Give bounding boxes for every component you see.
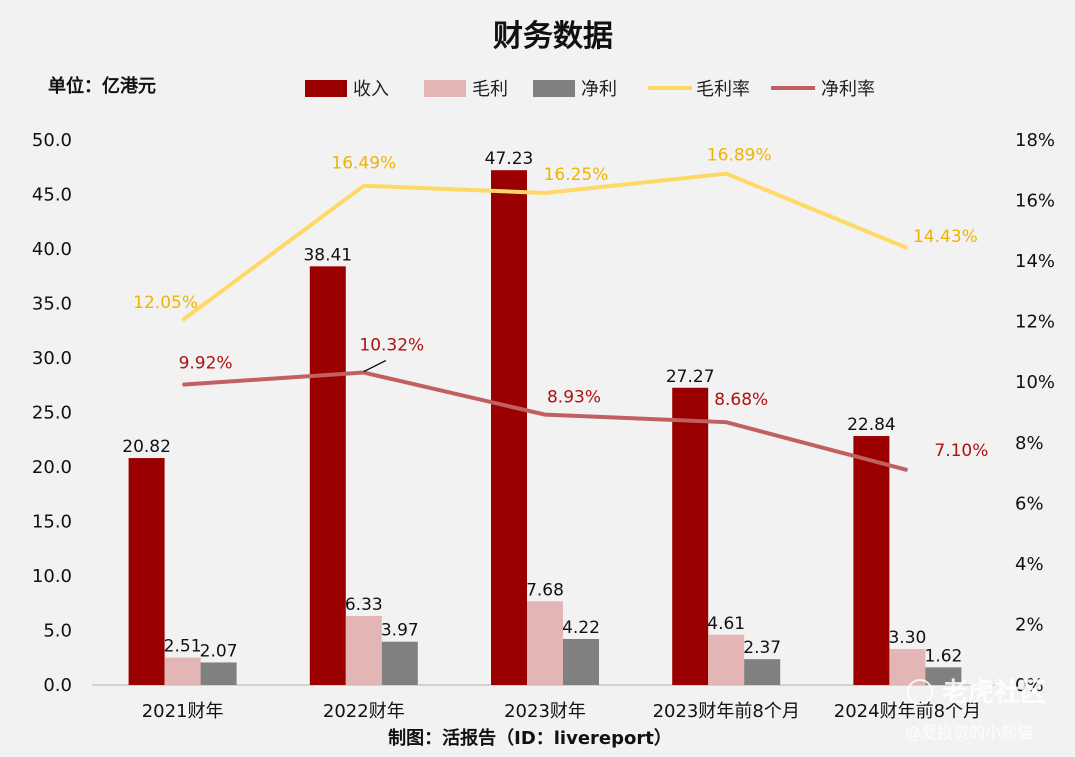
gross-margin-label: 12.05% [133, 293, 198, 313]
y-left-tick-label: 10.0 [32, 566, 72, 587]
bar-label: 20.82 [122, 437, 171, 457]
net-margin-label: 8.93% [547, 388, 601, 408]
point-净利率 [182, 384, 184, 386]
bar-毛利 [164, 657, 201, 685]
bar-毛利 [345, 616, 382, 685]
watermark-logo-icon [907, 679, 933, 705]
y-left-tick-label: 0.0 [43, 675, 72, 696]
bar-净利 [563, 639, 599, 685]
x-tick-label: 2021财年 [142, 701, 224, 722]
bar-收入 [672, 387, 709, 685]
bar-label: 4.22 [562, 618, 600, 638]
bar-毛利 [527, 601, 563, 685]
y-right-tick-label: 18% [1015, 130, 1055, 151]
y-right-tick-label: 8% [1015, 433, 1044, 454]
footer-credit: 制图：活报告（ID：livereport） [388, 727, 672, 749]
lines [181, 171, 909, 472]
net-margin-label: 9.92% [179, 354, 233, 374]
y-right-tick-label: 16% [1015, 191, 1055, 212]
unit-label: 单位：亿港元 [48, 75, 156, 97]
net-margin-label: 8.68% [714, 390, 768, 410]
point-净利率 [906, 469, 908, 471]
bar-label: 6.33 [345, 595, 383, 615]
bar-label: 4.61 [707, 614, 745, 634]
legend: 收入 毛利 净利 毛利率 净利率 [305, 79, 875, 100]
y-left-tick-label: 5.0 [43, 621, 72, 642]
bar-label: 7.68 [526, 580, 564, 600]
gross-margin-label: 16.25% [544, 165, 609, 185]
y-left-tick-label: 45.0 [32, 185, 72, 206]
y-right-tick-label: 0% [1015, 675, 1044, 696]
legend-swatch-净利 [533, 80, 575, 97]
bar-label: 2.51 [164, 637, 202, 657]
x-tick-label: 2024财年前8个月 [834, 701, 981, 722]
y-left-tick-label: 25.0 [32, 403, 72, 424]
bar-毛利 [889, 649, 926, 685]
bar-label: 1.62 [924, 646, 962, 666]
legend-label-收入: 收入 [353, 79, 389, 100]
y-left-tick-label: 30.0 [32, 348, 72, 369]
bars [128, 170, 962, 685]
legend-swatch-收入 [305, 80, 347, 97]
watermark-sub: @爱投资的小熊猫 [905, 723, 1033, 742]
bar-label: 2.37 [743, 638, 781, 658]
gross-margin-label: 16.49% [331, 154, 396, 174]
point-毛利率 [182, 319, 184, 321]
bar-毛利 [708, 634, 745, 685]
bar-净利 [744, 659, 781, 685]
y-right-tick-label: 6% [1015, 493, 1044, 514]
bar-净利 [381, 641, 418, 685]
point-净利率 [725, 421, 727, 423]
bar-收入 [128, 458, 165, 685]
point-毛利率 [906, 247, 908, 249]
y-left-tick-label: 15.0 [32, 512, 72, 533]
watermark: 老虎社区 @爱投资的小熊猫 [905, 677, 1046, 742]
legend-label-毛利率: 毛利率 [696, 79, 750, 100]
data-labels: 20.82 38.41 47.23 27.27 22.84 2.51 6.33 7.68 4.6… [122, 146, 988, 667]
legend-swatch-毛利 [424, 80, 466, 97]
net-margin-label: 10.32% [359, 336, 424, 356]
y-right-tick-label: 2% [1015, 614, 1044, 635]
watermark-main: 老虎社区 [942, 677, 1046, 708]
axes: 0.0 5.0 10.0 15.0 20.0 25.0 30.0 35.0 40.0 45.0 50… [32, 130, 1055, 722]
bar-label: 3.30 [888, 628, 926, 648]
gross-margin-label: 14.43% [913, 227, 978, 247]
bar-label: 38.41 [303, 245, 352, 265]
y-left-tick-label: 35.0 [32, 294, 72, 315]
bar-收入 [853, 436, 890, 685]
point-净利率 [544, 414, 546, 416]
y-right-tick-label: 10% [1015, 372, 1055, 393]
bar-净利 [200, 662, 237, 685]
legend-label-净利率: 净利率 [821, 79, 875, 100]
net-margin-label: 7.10% [934, 441, 988, 461]
bar-label: 3.97 [381, 621, 419, 641]
point-净利率 [363, 372, 365, 374]
bar-收入 [491, 170, 527, 685]
x-tick-label: 2022财年 [323, 701, 405, 722]
y-left-tick-label: 20.0 [32, 457, 72, 478]
gross-margin-label: 16.89% [707, 146, 772, 166]
point-毛利率 [363, 185, 365, 187]
y-right-tick-label: 4% [1015, 554, 1044, 575]
y-left-tick-label: 40.0 [32, 239, 72, 260]
y-right-tick-label: 12% [1015, 312, 1055, 333]
bar-label: 47.23 [485, 149, 534, 169]
x-tick-label: 2023财年 [504, 701, 586, 722]
point-毛利率 [725, 173, 727, 175]
point-毛利率 [544, 192, 546, 194]
y-left-tick-label: 50.0 [32, 130, 72, 151]
bar-label: 2.07 [200, 641, 238, 661]
legend-label-净利: 净利 [581, 79, 617, 100]
bar-净利 [925, 667, 962, 685]
bar-label: 27.27 [666, 367, 715, 387]
leader-line [363, 359, 387, 373]
chart-title: 财务数据 [493, 19, 613, 54]
bar-label: 22.84 [847, 415, 896, 435]
x-tick-label: 2023财年前8个月 [653, 701, 800, 722]
bar-收入 [309, 266, 346, 685]
y-right-tick-label: 14% [1015, 251, 1055, 272]
legend-label-毛利: 毛利 [472, 79, 508, 100]
